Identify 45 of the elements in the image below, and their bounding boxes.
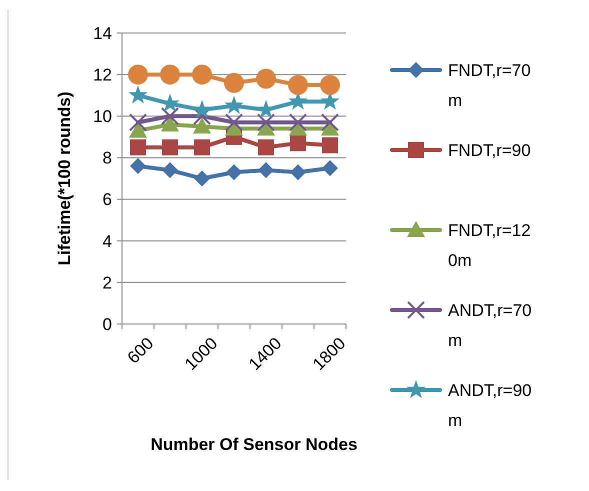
y-tick-label: 12 <box>93 66 112 85</box>
point <box>130 139 146 156</box>
point <box>194 139 210 156</box>
point <box>226 164 242 180</box>
point <box>160 64 180 85</box>
y-tick-label: 2 <box>102 273 112 292</box>
legend-label: ANDT,r=90m <box>448 380 532 430</box>
point <box>128 64 148 85</box>
point <box>289 113 307 132</box>
point <box>258 139 274 156</box>
x-tick-label: 600 <box>124 334 158 368</box>
point <box>257 113 275 132</box>
y-tick-label: 0 <box>102 314 112 334</box>
point <box>290 135 306 152</box>
y-tick-label: 4 <box>102 232 112 251</box>
point <box>128 85 148 104</box>
point <box>288 74 308 95</box>
point <box>129 113 147 132</box>
point <box>162 139 178 156</box>
legend-label: FNDT,r=90 <box>448 140 531 160</box>
point <box>320 74 340 95</box>
point <box>162 162 178 178</box>
point <box>224 96 244 114</box>
y-tick-label: 8 <box>102 148 112 168</box>
point <box>256 68 276 89</box>
point <box>322 160 338 176</box>
point <box>258 162 274 178</box>
y-axis-title: Lifetime(*100 rounds) <box>55 92 74 266</box>
legend-label: ANDT,r=70m <box>448 300 532 350</box>
point <box>194 170 210 186</box>
point <box>322 137 338 154</box>
y-tick-label: 10 <box>93 107 112 126</box>
point <box>224 72 244 93</box>
point <box>321 113 339 132</box>
legend-label: FNDT,r=120m <box>448 220 531 270</box>
point <box>225 113 243 132</box>
point <box>130 158 146 174</box>
point <box>161 107 179 126</box>
legend-label: FNDT,r=70m <box>448 60 531 110</box>
point <box>193 118 211 134</box>
x-axis-title: Number Of Sensor Nodes <box>150 435 358 454</box>
y-tick-label: 6 <box>102 190 112 210</box>
y-tick-label: 14 <box>93 24 112 43</box>
point <box>192 64 212 85</box>
point <box>290 164 306 180</box>
